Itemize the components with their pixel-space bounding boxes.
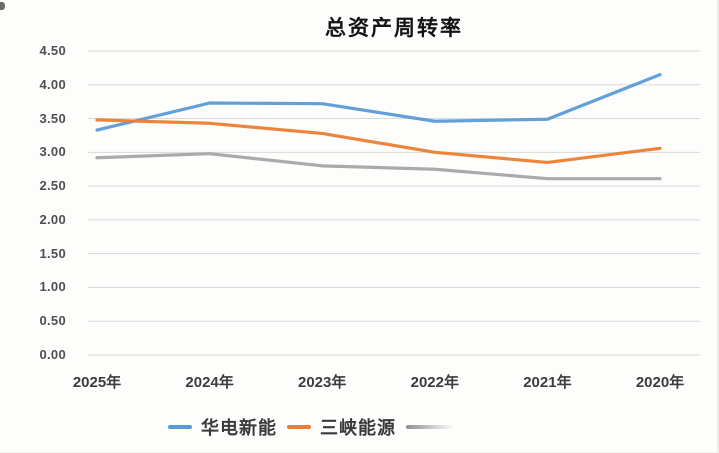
x-tick-label: 2021年 — [523, 374, 572, 391]
legend-item-1: 三峡能源 — [287, 414, 406, 440]
series-line-2 — [95, 152, 662, 181]
legend-item-2 — [406, 425, 473, 429]
y-tick-label: 2.50 — [39, 178, 66, 194]
legend: 华电新能 三峡能源 — [168, 412, 473, 442]
x-tick-label: 2020年 — [635, 374, 685, 391]
y-tick-label: 0.50 — [39, 313, 66, 329]
x-tick-label: 2025年 — [72, 374, 122, 391]
x-tick-label: 2024年 — [185, 374, 234, 391]
chart-title: 总资产周转率 — [325, 16, 463, 40]
y-tick-label: 3.50 — [39, 110, 66, 126]
y-tick-label: 4.50 — [39, 43, 66, 58]
x-tick-label: 2023年 — [298, 374, 347, 391]
y-tick-label: 2.00 — [39, 211, 66, 227]
legend-label: 三峡能源 — [320, 418, 396, 438]
y-tick-label: 1.50 — [39, 245, 66, 261]
y-tick-label: 4.00 — [39, 76, 66, 92]
series-line-1 — [95, 118, 662, 165]
legend-label: 华电新能 — [201, 418, 277, 438]
legend-line-icon — [168, 425, 192, 429]
x-tick-label: 2022年 — [410, 374, 459, 391]
corner-artifact — [0, 2, 5, 10]
legend-line-icon — [406, 425, 454, 429]
y-tick-label: 1.00 — [39, 279, 66, 295]
y-tick-label: 3.00 — [39, 144, 66, 160]
legend-line-icon — [287, 425, 311, 429]
series-line-0 — [95, 73, 662, 132]
legend-item-0: 华电新能 — [168, 414, 287, 440]
y-tick-label: 0.00 — [39, 347, 66, 362]
